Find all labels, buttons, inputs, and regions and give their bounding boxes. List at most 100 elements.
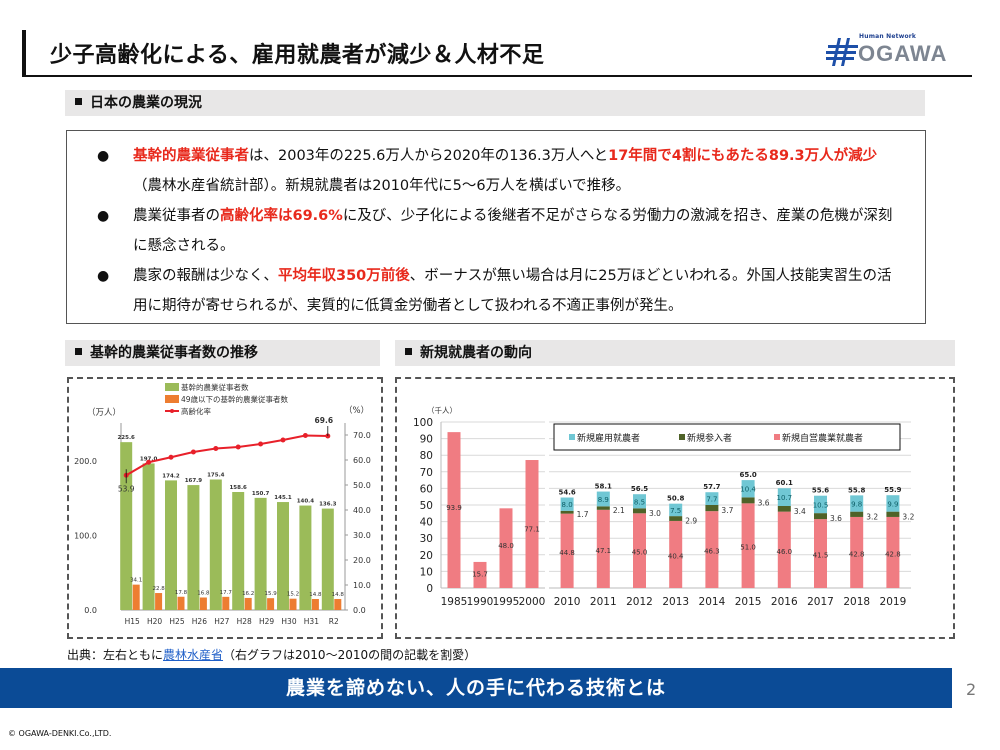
bullet-text: に及び、少子化による後継者不足がさらなる労働力の激減を招き、産業の危機が深刻に懸… xyxy=(133,208,893,254)
data-label-total: 54.6 xyxy=(558,489,575,497)
x-tick-label: 2000 xyxy=(519,596,546,608)
data-label-core-workers: 167.9 xyxy=(185,478,203,484)
y-axis-label-right: （%） xyxy=(344,405,369,416)
bar-core-workers xyxy=(165,480,177,610)
bar-new-employed xyxy=(560,497,574,511)
company-logo: Human Network OGAWA xyxy=(806,32,981,72)
highlight-text: 基幹的農業従事者 xyxy=(133,148,249,164)
data-label-total: 60.1 xyxy=(776,479,793,487)
bar-new-employed xyxy=(777,488,791,506)
logo-tagline: Human Network xyxy=(859,33,917,40)
data-label-total: 55.6 xyxy=(812,487,829,495)
bar-self-employed xyxy=(886,516,900,588)
y-tick-label: 100 xyxy=(413,417,433,429)
bar-new-entrant xyxy=(669,516,683,521)
page-number: 2 xyxy=(966,680,977,699)
data-label-self-employed: 46.0 xyxy=(777,548,793,556)
y-tick-right: 70.0 xyxy=(353,431,371,440)
bullet-text: は、2003年の225.6万人から2020年の136.3万人へと xyxy=(249,148,609,164)
bar-under49 xyxy=(222,596,230,610)
page-title: 少子高齢化による、雇用就農者が減少＆人材不足 xyxy=(50,43,545,68)
y-tick-right: 30.0 xyxy=(353,531,371,540)
legend-label: 高齢化率 xyxy=(181,406,211,416)
square-bullet-icon xyxy=(75,348,82,355)
data-label-under49: 14.8 xyxy=(332,592,345,598)
x-tick-label: 2011 xyxy=(590,596,617,608)
x-tick-label: 2013 xyxy=(662,596,689,608)
bar-new-entrant xyxy=(705,505,719,512)
x-tick-label: 2018 xyxy=(843,596,870,608)
bar-new-entrant xyxy=(596,506,610,510)
bar-under49 xyxy=(311,598,319,610)
bar-self-employed xyxy=(473,561,487,588)
y-tick-right: 0.0 xyxy=(353,606,366,615)
bar-new-employed xyxy=(633,494,646,509)
point-aging-rate xyxy=(146,459,152,465)
data-label-under49: 16.8 xyxy=(197,591,210,597)
bar-core-workers xyxy=(142,463,155,610)
y-tick-label: 30 xyxy=(420,533,433,545)
x-tick-label: 1990 xyxy=(467,596,494,608)
bar-self-employed xyxy=(669,520,683,588)
title-bar: 少子高齢化による、雇用就農者が減少＆人材不足 Human Network OGA… xyxy=(22,30,972,77)
data-label-self-employed: 40.4 xyxy=(668,552,684,560)
data-label-under49: 16.2 xyxy=(242,591,254,597)
data-label-new-employed: 8.9 xyxy=(598,496,609,504)
bullet-list: ● 基幹的農業従事者は、2003年の225.6万人から2020年の136.3万人へ… xyxy=(93,141,905,321)
data-label-self-employed: 45.0 xyxy=(632,549,648,557)
data-label-self-employed: 42.8 xyxy=(849,550,865,558)
data-label-new-entrant: 2.1 xyxy=(613,506,625,515)
point-aging-rate xyxy=(168,454,174,460)
data-label-new-employed: 9.9 xyxy=(887,500,898,508)
y-axis-label-left: （万人） xyxy=(87,407,121,418)
y-tick-label: 60 xyxy=(420,483,433,495)
data-label-core-workers: 225.6 xyxy=(117,435,135,441)
source-link[interactable]: 農林水産省 xyxy=(163,648,224,662)
source-suffix: （右グラフは2010～2010の間の記載を割愛） xyxy=(223,648,477,662)
data-label-core-workers: 140.4 xyxy=(297,499,315,505)
data-label-core-workers: 136.3 xyxy=(319,502,337,508)
data-label-aging-rate: 53.9 xyxy=(118,484,135,493)
y-tick-right: 50.0 xyxy=(353,481,371,490)
section-heading-new-farmers: 新規就農者の動向 xyxy=(395,340,955,366)
y-tick-label: 40 xyxy=(420,517,433,529)
section-heading-overview: 日本の農業の現況 xyxy=(65,90,925,116)
legend-box xyxy=(553,423,901,451)
data-label-self-employed: 41.5 xyxy=(813,552,829,560)
bar-self-employed xyxy=(447,432,461,588)
data-label-core-workers: 175.4 xyxy=(207,473,225,479)
line-aging-rate xyxy=(125,434,328,477)
bar-core-workers xyxy=(232,492,245,610)
bar-new-entrant xyxy=(886,511,900,517)
point-aging-rate xyxy=(235,444,241,450)
bar-self-employed xyxy=(525,460,539,588)
y-tick-label: 50 xyxy=(420,500,433,512)
bar-self-employed xyxy=(777,511,791,588)
x-tick-label: H20 xyxy=(147,617,162,626)
legend-label: 新規雇用就農者 xyxy=(577,432,640,444)
bar-core-workers xyxy=(209,479,222,610)
y-tick-left: 200.0 xyxy=(74,457,97,466)
bullet-text: 農業従事者の xyxy=(133,208,220,224)
bar-new-employed xyxy=(705,492,719,505)
data-label-core-workers: 145.1 xyxy=(274,495,292,501)
bar-new-entrant xyxy=(633,508,646,514)
new-farmers-chart-svg: （千人） 0 10 20 30 40 50 60 70 80 90 100 1985 93.9 1990 15… xyxy=(413,405,915,608)
x-tick-label: 1985 xyxy=(441,596,468,608)
data-label-total: 56.5 xyxy=(631,485,648,493)
point-aging-rate xyxy=(302,433,308,438)
x-tick-label: H15 xyxy=(125,617,140,626)
section-heading-text: 基幹的農業従事者数の推移 xyxy=(90,345,258,361)
overview-bullets-box: ● 基幹的農業従事者は、2003年の225.6万人から2020年の136.3万人へ… xyxy=(66,130,926,324)
bar-self-employed xyxy=(499,508,513,588)
data-label-under49: 34.1 xyxy=(130,578,142,584)
data-label-core-workers: 174.2 xyxy=(162,473,180,479)
bar-new-entrant xyxy=(741,497,755,504)
legend-swatch xyxy=(165,383,179,391)
bar-under49 xyxy=(334,598,342,610)
bar-core-workers xyxy=(277,502,289,610)
x-tick-label: R2 xyxy=(329,617,339,626)
bar-self-employed xyxy=(814,519,827,588)
bar-new-entrant xyxy=(560,510,574,514)
x-tick-label: H28 xyxy=(237,617,252,626)
